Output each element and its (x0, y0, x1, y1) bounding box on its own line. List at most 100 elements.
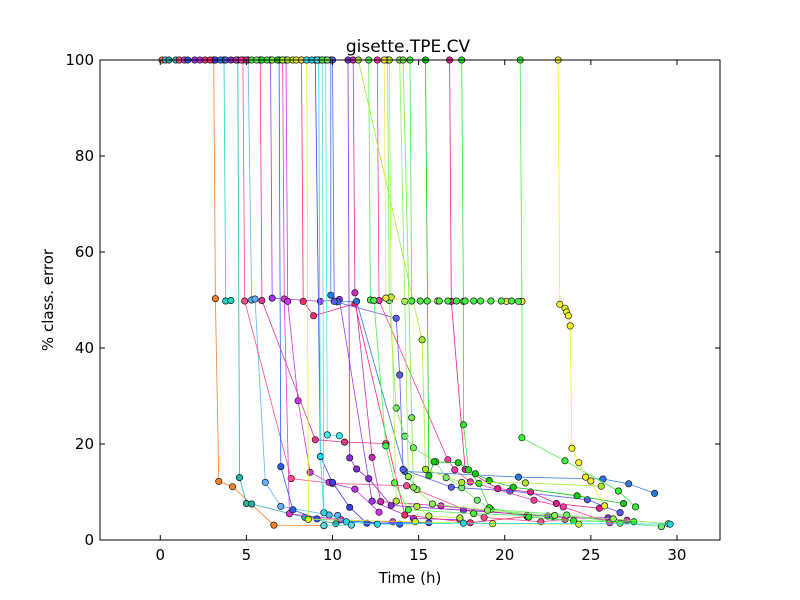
data-point (514, 297, 522, 305)
data-point (351, 485, 359, 493)
data-point (403, 482, 411, 490)
data-point (521, 479, 529, 487)
data-point (456, 514, 464, 522)
data-point (601, 502, 609, 510)
data-point (527, 488, 535, 496)
data-point (284, 297, 292, 305)
data-point (483, 506, 491, 514)
data-point (421, 465, 429, 473)
data-point (477, 297, 485, 305)
data-point (609, 515, 617, 523)
data-point (563, 511, 571, 519)
x-tick-label: 15 (409, 546, 428, 564)
x-tick-label: 0 (156, 546, 166, 564)
y-tick-label: 60 (75, 243, 94, 261)
data-point (559, 503, 567, 511)
data-point (514, 473, 522, 481)
data-point (575, 459, 583, 467)
axis-ticks: 0 5 10 15 20 25 30 0 20 40 60 80 100 (65, 51, 720, 564)
data-point (404, 506, 412, 514)
data-point (347, 521, 355, 529)
data-point (353, 465, 361, 473)
chart-title: gisette.TPE.CV (346, 37, 471, 57)
data-point (418, 336, 426, 344)
series-15-line (236, 59, 628, 521)
series-8-line (199, 59, 380, 513)
data-point (316, 452, 324, 460)
data-point (508, 297, 516, 305)
data-point (258, 296, 266, 304)
data-point (551, 511, 559, 519)
data-point (211, 295, 219, 303)
data-point (409, 483, 417, 491)
y-tick-label: 0 (84, 531, 94, 549)
data-point (466, 478, 474, 486)
data-point (382, 294, 390, 302)
data-point (428, 500, 436, 508)
data-point (451, 466, 459, 474)
data-point (270, 521, 278, 529)
data-point (287, 475, 295, 483)
series-23 (273, 56, 628, 507)
data-point (277, 502, 285, 510)
data-point (497, 297, 505, 305)
data-point (454, 459, 462, 467)
data-point (444, 456, 452, 464)
series-14 (227, 56, 612, 522)
data-point (582, 473, 590, 481)
data-point (552, 499, 560, 507)
data-point (408, 414, 416, 422)
data-point (564, 312, 572, 320)
data-point (413, 502, 421, 510)
data-point (392, 314, 400, 322)
x-axis-label: Time (h) (378, 569, 442, 587)
data-point (248, 500, 256, 508)
data-point (568, 444, 576, 452)
data-point (370, 296, 378, 304)
data-point (573, 492, 581, 500)
data-point (261, 478, 269, 486)
data-point (452, 297, 460, 305)
data-point (425, 472, 433, 480)
data-point (401, 432, 409, 440)
data-point (227, 296, 235, 304)
data-point (471, 470, 479, 478)
data-point (423, 297, 431, 305)
data-point (327, 291, 335, 299)
data-point (447, 483, 455, 491)
data-point (368, 453, 376, 461)
data-point (396, 371, 404, 379)
axes-frame (99, 59, 721, 541)
data-point (459, 519, 467, 527)
data-point (458, 478, 466, 486)
data-point (425, 512, 433, 520)
y-tick-label: 20 (75, 435, 94, 453)
data-point (651, 489, 659, 497)
data-point (614, 487, 622, 495)
data-point (320, 522, 328, 530)
x-tick-label: 20 (495, 546, 514, 564)
data-point (368, 497, 376, 505)
x-tick-label: 30 (667, 546, 686, 564)
data-point (556, 300, 564, 308)
data-point (408, 297, 416, 305)
data-point (215, 477, 223, 485)
data-point (509, 483, 517, 491)
data-point (409, 444, 417, 452)
data-point (401, 297, 409, 305)
data-point (330, 297, 338, 305)
series-32 (318, 56, 522, 305)
data-point (625, 480, 633, 488)
data-point (518, 434, 526, 442)
data-point (566, 322, 574, 330)
data-point (435, 297, 443, 305)
data-point (390, 479, 398, 487)
data-point (346, 454, 354, 462)
data-point (346, 503, 354, 511)
data-point (416, 297, 424, 305)
data-point (404, 473, 412, 481)
series-13 (222, 56, 624, 517)
data-point (268, 294, 276, 302)
series-30-line (311, 59, 671, 525)
